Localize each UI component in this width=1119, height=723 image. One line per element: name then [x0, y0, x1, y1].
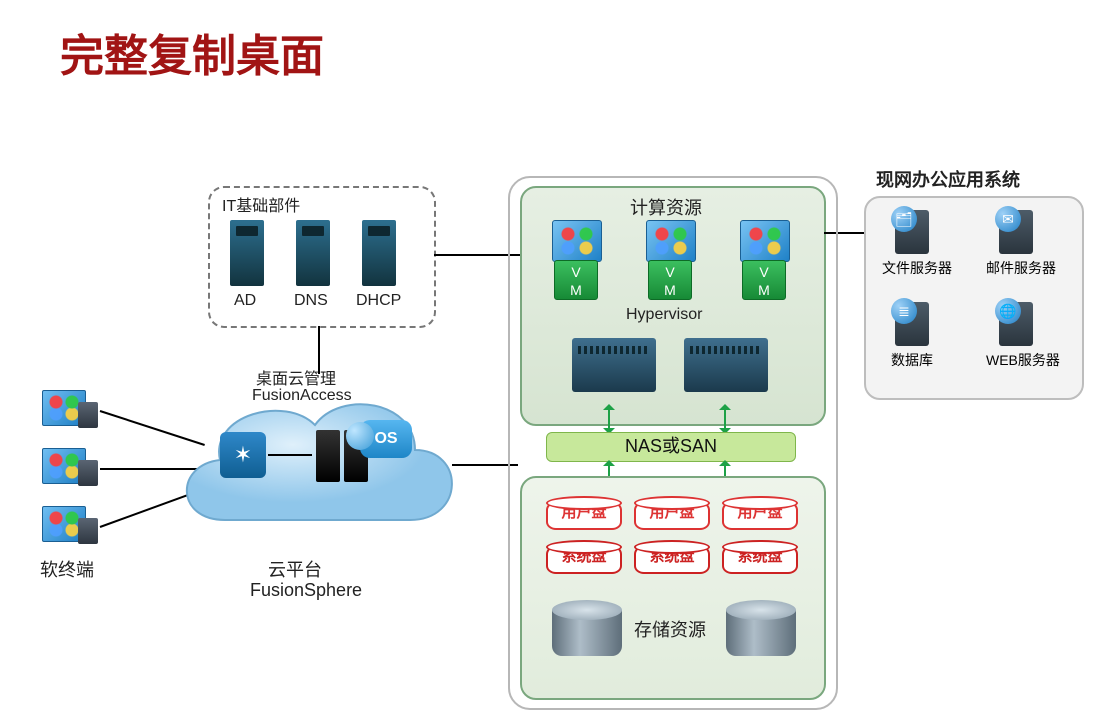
cloud-os-text: OS [374, 430, 397, 447]
cloud-mgr-label-2: FusionAccess [252, 387, 352, 405]
dhcp-server-icon [362, 220, 396, 286]
ad-label: AD [234, 292, 256, 310]
cloud-os-icon: OS [360, 420, 412, 458]
cloud-platform-label-1: 云平台 [268, 556, 322, 582]
cloud-platform-label-2: FusionSphere [250, 580, 362, 601]
connector [268, 454, 312, 456]
mail-server-label: 邮件服务器 [986, 258, 1046, 278]
dhcp-label: DHCP [356, 292, 401, 310]
soft-terminal-icon [42, 390, 98, 432]
soft-terminal-label: 软终端 [40, 556, 94, 582]
ad-server-icon [230, 220, 264, 286]
web-server-label: WEB服务器 [986, 350, 1046, 370]
cloud-mgr-label-1: 桌面云管理 [256, 365, 336, 389]
apps-title: 现网办公应用系统 [876, 166, 1020, 192]
dns-label: DNS [294, 292, 328, 310]
it-infra-title: IT基础部件 [222, 192, 300, 216]
connector [318, 326, 320, 374]
db-server-icon: ≣数据库 [882, 302, 942, 370]
soft-terminal-icon [42, 506, 98, 548]
soft-terminal-icon [42, 448, 98, 490]
file-server-label: 文件服务器 [882, 258, 942, 278]
file-server-icon: 🗂文件服务器 [882, 210, 942, 278]
mail-server-icon: ✉邮件服务器 [986, 210, 1046, 278]
outer-frame [508, 176, 838, 710]
diagram-root: 完整复制桌面 软终端 桌面云管理 FusionAccess ✶ OS 云平台 F… [0, 0, 1119, 723]
cloud-switch-icon: ✶ [220, 432, 266, 478]
db-server-label: 数据库 [882, 350, 942, 370]
cloud-server-icon [316, 430, 340, 482]
web-server-icon: 🌐WEB服务器 [986, 302, 1046, 370]
page-title: 完整复制桌面 [60, 20, 324, 84]
dns-server-icon [296, 220, 330, 286]
